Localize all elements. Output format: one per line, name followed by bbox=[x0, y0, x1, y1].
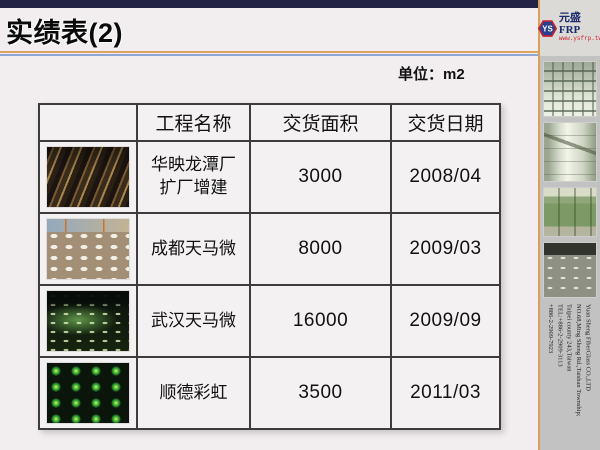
table-row: 顺德彩虹 3500 2011/03 bbox=[38, 356, 501, 430]
delivery-area-cell: 8000 bbox=[249, 212, 392, 286]
top-navy-bar bbox=[0, 0, 538, 8]
company-address-vertical-text: Yuan Sheng FiberGlass CO.,LTD NO.68,Ming… bbox=[545, 304, 594, 444]
project-photo-construction-site bbox=[46, 218, 130, 280]
delivery-area-cell: 16000 bbox=[249, 284, 392, 358]
delivery-date-cell: 2011/03 bbox=[390, 356, 501, 430]
table-row: 华映龙潭厂 扩厂增建 3000 2008/04 bbox=[38, 140, 501, 214]
delivery-date-cell: 2008/04 bbox=[390, 140, 501, 214]
sidebar-divider-line bbox=[538, 0, 540, 450]
delivery-date-cell: 2009/09 bbox=[390, 284, 501, 358]
ceiling-structure-photo bbox=[543, 61, 597, 117]
green-tanks-photo bbox=[543, 187, 597, 237]
delivery-date-header: 交货日期 bbox=[390, 103, 501, 142]
address-line: Yuan Sheng FiberGlass CO.,LTD bbox=[584, 304, 592, 391]
unit-label: 单位：m2 bbox=[398, 66, 465, 83]
project-photo-factory-interior bbox=[46, 146, 130, 208]
title-rule-orange bbox=[0, 51, 538, 53]
table-row: 武汉天马微 16000 2009/09 bbox=[38, 284, 501, 358]
project-name-cell: 武汉天马微 bbox=[136, 284, 251, 358]
svg-text:YS: YS bbox=[542, 24, 553, 33]
delivery-area-cell: 3000 bbox=[249, 140, 392, 214]
slide-main-area: 实绩表(2) 单位：m2 工程名称 交货面积 交货日期 华映龙潭厂 扩厂增建 bbox=[0, 0, 538, 430]
project-name-cell: 华映龙潭厂 扩厂增建 bbox=[136, 140, 251, 214]
photo-column-header bbox=[38, 103, 138, 142]
project-name-header: 工程名称 bbox=[136, 103, 251, 142]
delivery-area-header: 交货面积 bbox=[249, 103, 392, 142]
company-name-logo-text: 元盛FRP bbox=[558, 12, 581, 36]
project-name-cell: 顺德彩虹 bbox=[136, 356, 251, 430]
project-name-cell: 成都天马微 bbox=[136, 212, 251, 286]
company-sidebar: YS 元盛FRP www.ysfrp.tw Yuan Sheng FiberGl… bbox=[537, 0, 600, 450]
factory-floor-photo bbox=[543, 242, 597, 298]
project-photo-dark-floor bbox=[46, 290, 130, 352]
title-rule-blue bbox=[0, 54, 538, 56]
page-title: 实绩表(2) bbox=[6, 18, 123, 48]
address-line: Taipei county 243,Taiwan bbox=[565, 304, 573, 372]
address-line: NO.68,Ming Sheng Rd.,Taishan Township; bbox=[575, 304, 583, 417]
fiberglass-tank-photo bbox=[543, 122, 597, 182]
projects-table: 工程名称 交货面积 交货日期 华映龙潭厂 扩厂增建 3000 2008/04 成… bbox=[38, 103, 501, 430]
company-website-text: www.ysfrp.tw bbox=[558, 35, 600, 43]
address-line: +886-2-2909-7923 bbox=[546, 304, 554, 354]
table-row: 成都天马微 8000 2009/03 bbox=[38, 212, 501, 286]
delivery-date-cell: 2009/03 bbox=[390, 212, 501, 286]
ys-hexagon-logo-icon: YS bbox=[537, 19, 557, 37]
delivery-area-cell: 3500 bbox=[249, 356, 392, 430]
project-photo-green-domes bbox=[46, 362, 130, 424]
table-header-row: 工程名称 交货面积 交货日期 bbox=[38, 103, 501, 142]
address-line: TEL:+886-2-2909-3113 bbox=[556, 304, 564, 367]
company-logo: YS 元盛FRP www.ysfrp.tw bbox=[537, 0, 600, 56]
